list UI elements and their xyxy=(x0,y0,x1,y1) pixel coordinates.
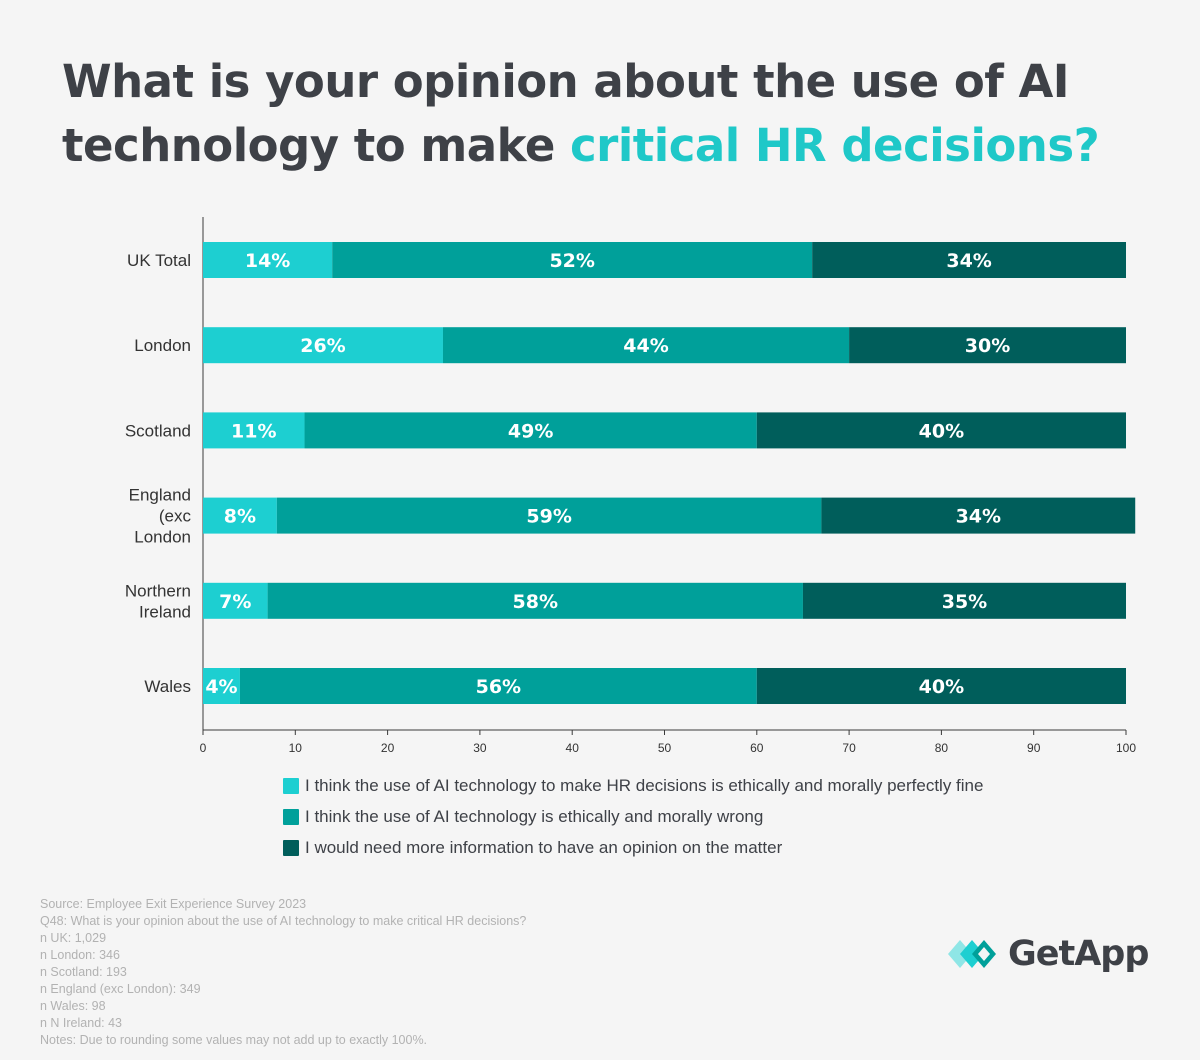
data-label: 40% xyxy=(919,676,964,698)
x-tick-label: 0 xyxy=(200,741,207,755)
bar-segment xyxy=(239,668,757,704)
bar-segment xyxy=(304,412,757,449)
data-label: 34% xyxy=(946,250,991,272)
data-label: 11% xyxy=(231,420,276,442)
source-notes: Source: Employee Exit Experience Survey … xyxy=(40,896,526,1049)
bar-segment xyxy=(203,582,268,619)
legend-swatch-light xyxy=(283,777,299,794)
x-tick-label: 10 xyxy=(289,741,303,755)
bar-segment xyxy=(442,327,850,364)
data-label: 14% xyxy=(245,250,290,272)
category-label: London xyxy=(134,336,191,355)
legend-item-more-info: I would need more information to have an… xyxy=(283,832,983,863)
x-tick-label: 70 xyxy=(842,741,856,755)
note-line: n Scotland: 193 xyxy=(40,965,127,979)
stacked-bar-chart: 0 10 20 30 40 50 60 70 80 90 100 UK Total 14% 52% 34% L… xyxy=(125,217,1136,755)
x-tick-label: 60 xyxy=(750,741,764,755)
bar-segment xyxy=(802,582,1126,619)
data-label: 35% xyxy=(942,591,987,613)
note-line: Notes: Due to rounding some values may n… xyxy=(40,1033,428,1047)
legend-label-fine: I think the use of AI technology to make… xyxy=(305,775,984,795)
category-label: Ireland xyxy=(139,602,191,621)
bar-segment xyxy=(812,242,1126,278)
note-line: n England (exc London): 349 xyxy=(40,982,201,996)
bar-segment xyxy=(203,668,240,704)
bar-segment xyxy=(332,242,813,278)
legend-item-wrong: I think the use of AI technology is ethi… xyxy=(283,801,983,832)
category-label: England xyxy=(129,486,191,505)
note-line: n Wales: 98 xyxy=(40,999,106,1013)
getapp-logo-icon xyxy=(948,940,996,968)
getapp-logo: GetApp xyxy=(946,934,1149,974)
title-main: What is your opinion about the use of AI… xyxy=(62,55,1070,172)
legend-swatch-dark xyxy=(283,839,299,856)
x-tick-label: 90 xyxy=(1027,741,1041,755)
legend-item-fine: I think the use of AI technology to make… xyxy=(283,770,983,801)
data-label: 59% xyxy=(526,506,571,528)
bar-segment xyxy=(203,327,443,364)
bar-segment xyxy=(203,242,333,278)
legend-label-wrong: I think the use of AI technology is ethi… xyxy=(305,806,764,826)
bar-segment xyxy=(267,582,803,619)
note-line: n London: 346 xyxy=(40,948,120,962)
data-label: 58% xyxy=(513,591,558,613)
bar-segment xyxy=(756,412,1126,449)
x-tick-label: 30 xyxy=(473,741,487,755)
x-tick-label: 80 xyxy=(935,741,949,755)
x-tick-label: 40 xyxy=(566,741,580,755)
bar-segment xyxy=(849,327,1126,364)
x-tick-label: 50 xyxy=(658,741,672,755)
category-label: (exc xyxy=(159,507,192,526)
data-label: 26% xyxy=(300,335,345,357)
data-label: 30% xyxy=(965,335,1010,357)
title-highlight: critical HR decisions? xyxy=(570,119,1100,172)
bar-segment xyxy=(821,497,1136,534)
category-label: London xyxy=(134,528,191,547)
chart-title: What is your opinion about the use of AI… xyxy=(62,50,1162,178)
data-label: 40% xyxy=(919,420,964,442)
data-label: 49% xyxy=(508,420,553,442)
bar-segment xyxy=(203,412,305,449)
x-tick-label: 20 xyxy=(381,741,395,755)
note-line: n N Ireland: 43 xyxy=(40,1016,122,1030)
bar-segment xyxy=(756,668,1126,704)
note-line: Q48: What is your opinion about the use … xyxy=(40,914,527,928)
data-label: 44% xyxy=(623,335,668,357)
data-label: 34% xyxy=(956,506,1001,528)
category-label: Northern xyxy=(125,581,191,600)
note-line: Source: Employee Exit Experience Survey … xyxy=(40,897,307,911)
bar-segment xyxy=(276,497,822,534)
bar-segment xyxy=(203,497,277,534)
legend-swatch-mid xyxy=(283,808,299,825)
data-label: 56% xyxy=(476,676,521,698)
data-label: 4% xyxy=(205,676,237,698)
legend: I think the use of AI technology to make… xyxy=(283,770,983,863)
data-label: 52% xyxy=(549,250,594,272)
category-label: Wales xyxy=(144,677,191,696)
logo-text: GetApp xyxy=(1008,934,1149,974)
data-label: 7% xyxy=(219,591,251,613)
category-label: Scotland xyxy=(125,421,191,440)
note-line: n UK: 1,029 xyxy=(40,931,107,945)
x-tick-label: 100 xyxy=(1116,741,1136,755)
legend-label-more-info: I would need more information to have an… xyxy=(305,837,783,857)
data-label: 8% xyxy=(224,506,256,528)
category-label: UK Total xyxy=(127,251,191,270)
